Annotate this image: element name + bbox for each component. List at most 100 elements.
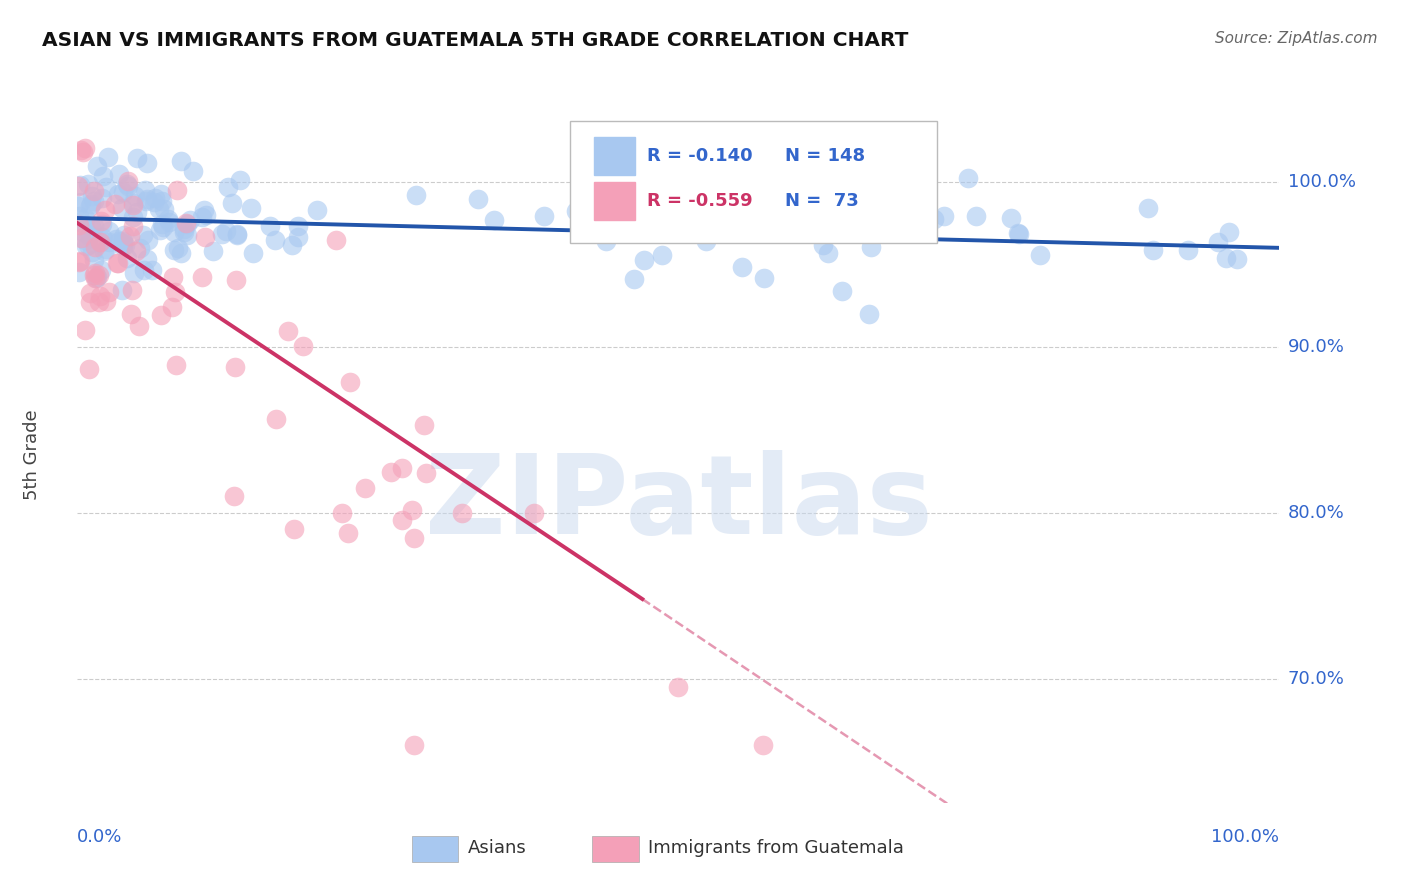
Point bbox=[104, 197, 127, 211]
Point bbox=[80, 219, 103, 234]
Point bbox=[115, 251, 138, 265]
Point bbox=[603, 210, 626, 224]
Point bbox=[215, 224, 238, 238]
Point bbox=[121, 211, 143, 225]
Point bbox=[695, 234, 717, 248]
Point bbox=[124, 189, 146, 203]
Text: N =  73: N = 73 bbox=[786, 192, 859, 210]
Point bbox=[281, 238, 304, 252]
Point bbox=[858, 131, 880, 145]
Point bbox=[754, 270, 776, 285]
Point bbox=[152, 220, 174, 235]
Point bbox=[72, 145, 94, 160]
Point bbox=[859, 240, 882, 254]
Point bbox=[391, 513, 413, 527]
Point bbox=[135, 252, 157, 267]
Point bbox=[79, 286, 101, 301]
Point bbox=[160, 300, 183, 314]
Point bbox=[623, 272, 645, 286]
Point bbox=[83, 194, 105, 209]
Point bbox=[117, 177, 139, 191]
Point bbox=[91, 191, 114, 205]
Point bbox=[117, 174, 139, 188]
Point bbox=[104, 232, 127, 246]
Point bbox=[120, 307, 142, 321]
Point bbox=[148, 202, 170, 217]
Point bbox=[79, 227, 101, 242]
Point bbox=[67, 210, 90, 224]
Point bbox=[157, 212, 180, 227]
Point bbox=[831, 285, 853, 299]
Point bbox=[108, 234, 131, 248]
Point bbox=[682, 125, 704, 139]
Point bbox=[75, 141, 97, 155]
Point bbox=[651, 248, 673, 262]
Point bbox=[157, 215, 180, 229]
Point bbox=[118, 229, 141, 244]
Point bbox=[1208, 235, 1230, 250]
Text: 0.0%: 0.0% bbox=[77, 828, 122, 846]
Point bbox=[86, 269, 108, 284]
Point bbox=[72, 225, 94, 239]
Point bbox=[91, 230, 114, 244]
Point bbox=[112, 234, 135, 248]
Point bbox=[595, 235, 617, 249]
Point bbox=[181, 163, 204, 178]
Point bbox=[657, 164, 679, 178]
Point bbox=[107, 186, 129, 201]
Text: 70.0%: 70.0% bbox=[1288, 670, 1344, 688]
Point bbox=[73, 233, 96, 247]
Point bbox=[330, 506, 353, 520]
Point bbox=[136, 192, 159, 206]
Point bbox=[1218, 225, 1240, 239]
Point bbox=[170, 246, 193, 260]
Point bbox=[224, 360, 246, 375]
Point bbox=[858, 307, 880, 321]
Point bbox=[117, 179, 139, 194]
Point bbox=[965, 210, 987, 224]
Point bbox=[127, 205, 149, 219]
Point bbox=[165, 285, 187, 300]
Point bbox=[121, 284, 143, 298]
Point bbox=[83, 219, 105, 234]
Point bbox=[163, 244, 186, 258]
Point bbox=[136, 233, 159, 247]
Point bbox=[242, 245, 264, 260]
Point bbox=[240, 201, 263, 215]
Point bbox=[932, 210, 955, 224]
Point bbox=[922, 212, 945, 227]
Point bbox=[83, 185, 105, 199]
Point bbox=[166, 183, 188, 197]
Point bbox=[391, 461, 413, 475]
Point bbox=[93, 169, 115, 183]
Point bbox=[84, 266, 107, 280]
Point bbox=[135, 194, 157, 209]
Point bbox=[202, 244, 225, 258]
Point bbox=[111, 283, 134, 297]
Point bbox=[149, 186, 172, 201]
FancyBboxPatch shape bbox=[571, 121, 936, 243]
Point bbox=[194, 208, 217, 222]
Point bbox=[94, 294, 117, 309]
Point bbox=[111, 185, 134, 199]
Point bbox=[83, 268, 105, 282]
Point bbox=[222, 489, 245, 503]
Point bbox=[132, 262, 155, 277]
Point bbox=[136, 156, 159, 170]
Point bbox=[89, 235, 111, 249]
Point bbox=[167, 241, 190, 255]
Point bbox=[176, 217, 198, 231]
Point bbox=[264, 233, 287, 247]
Point bbox=[73, 211, 96, 226]
Point bbox=[1177, 244, 1199, 258]
Point bbox=[153, 202, 176, 217]
Point bbox=[82, 188, 104, 202]
Point bbox=[194, 230, 217, 244]
Point bbox=[277, 324, 299, 338]
Point bbox=[1137, 201, 1160, 215]
Point bbox=[287, 230, 309, 244]
Point bbox=[98, 224, 121, 238]
Point bbox=[114, 237, 136, 252]
Point bbox=[122, 219, 145, 233]
Point bbox=[90, 214, 112, 228]
